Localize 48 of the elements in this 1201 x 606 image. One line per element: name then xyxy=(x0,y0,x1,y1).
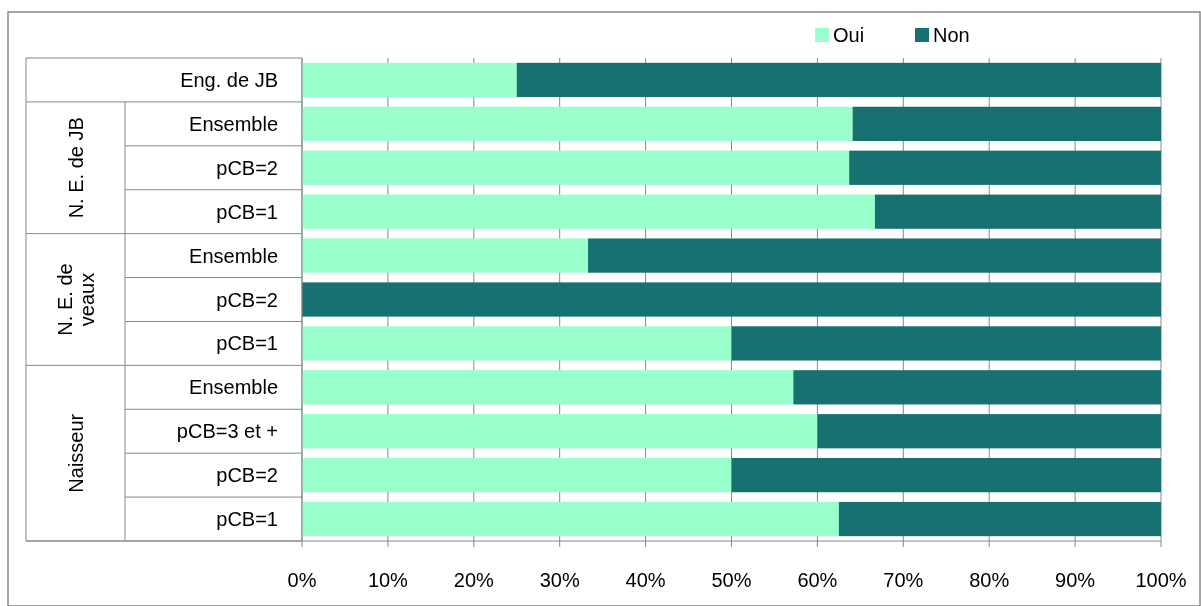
x-tick-label: 20% xyxy=(453,569,495,591)
bar xyxy=(302,106,853,141)
bar xyxy=(302,150,850,185)
bar xyxy=(838,501,1161,537)
text: N. E. de JB xyxy=(65,117,87,219)
y-tick-label: Ensemble xyxy=(189,112,278,135)
x-tick-label: 50% xyxy=(711,569,752,591)
bar xyxy=(817,414,1161,449)
bar xyxy=(731,326,1161,361)
text: Naisseur xyxy=(65,413,87,493)
y-tick-label: pCB=1 xyxy=(216,332,278,355)
x-tick-label: 60% xyxy=(797,569,838,591)
y-tick-label: Ensemble xyxy=(189,376,278,399)
bar xyxy=(302,370,794,405)
bar xyxy=(793,370,1161,405)
bar xyxy=(302,282,1161,317)
bar xyxy=(588,238,1161,273)
bar xyxy=(302,326,732,361)
x-tick-label: 30% xyxy=(539,569,580,591)
y-tick-label: Eng. de JB xyxy=(180,68,278,91)
x-tick-label: 40% xyxy=(625,569,666,591)
bar xyxy=(516,62,1161,98)
x-tick-label: 70% xyxy=(883,569,924,591)
y-tick-label: pCB=2 xyxy=(216,464,278,487)
bar xyxy=(302,238,589,273)
bar xyxy=(874,194,1161,229)
x-tick-label: 90% xyxy=(1055,569,1096,591)
x-tick-label: 0% xyxy=(287,569,317,591)
bar xyxy=(302,62,517,98)
y-tick-label: Ensemble xyxy=(189,244,278,267)
bar xyxy=(731,458,1161,493)
x-tick-label: 100% xyxy=(1135,569,1187,591)
bar xyxy=(302,458,732,493)
y-tick-label: pCB=2 xyxy=(216,288,278,311)
text: N. E. de veaux xyxy=(54,263,98,336)
bar xyxy=(302,501,839,537)
bar xyxy=(852,106,1161,141)
x-tick-label: 80% xyxy=(969,569,1010,591)
bar xyxy=(302,194,875,229)
legend-label: Non xyxy=(933,24,970,46)
y-tick-label: pCB=2 xyxy=(216,156,278,179)
y-tick-label: pCB=3 et + xyxy=(176,420,278,443)
bar xyxy=(302,414,818,449)
legend-label: Oui xyxy=(833,24,865,46)
x-tick-label: 10% xyxy=(367,569,409,591)
y-tick-label: pCB=1 xyxy=(216,200,278,223)
bar xyxy=(849,150,1161,185)
y-tick-label: pCB=1 xyxy=(216,508,278,531)
